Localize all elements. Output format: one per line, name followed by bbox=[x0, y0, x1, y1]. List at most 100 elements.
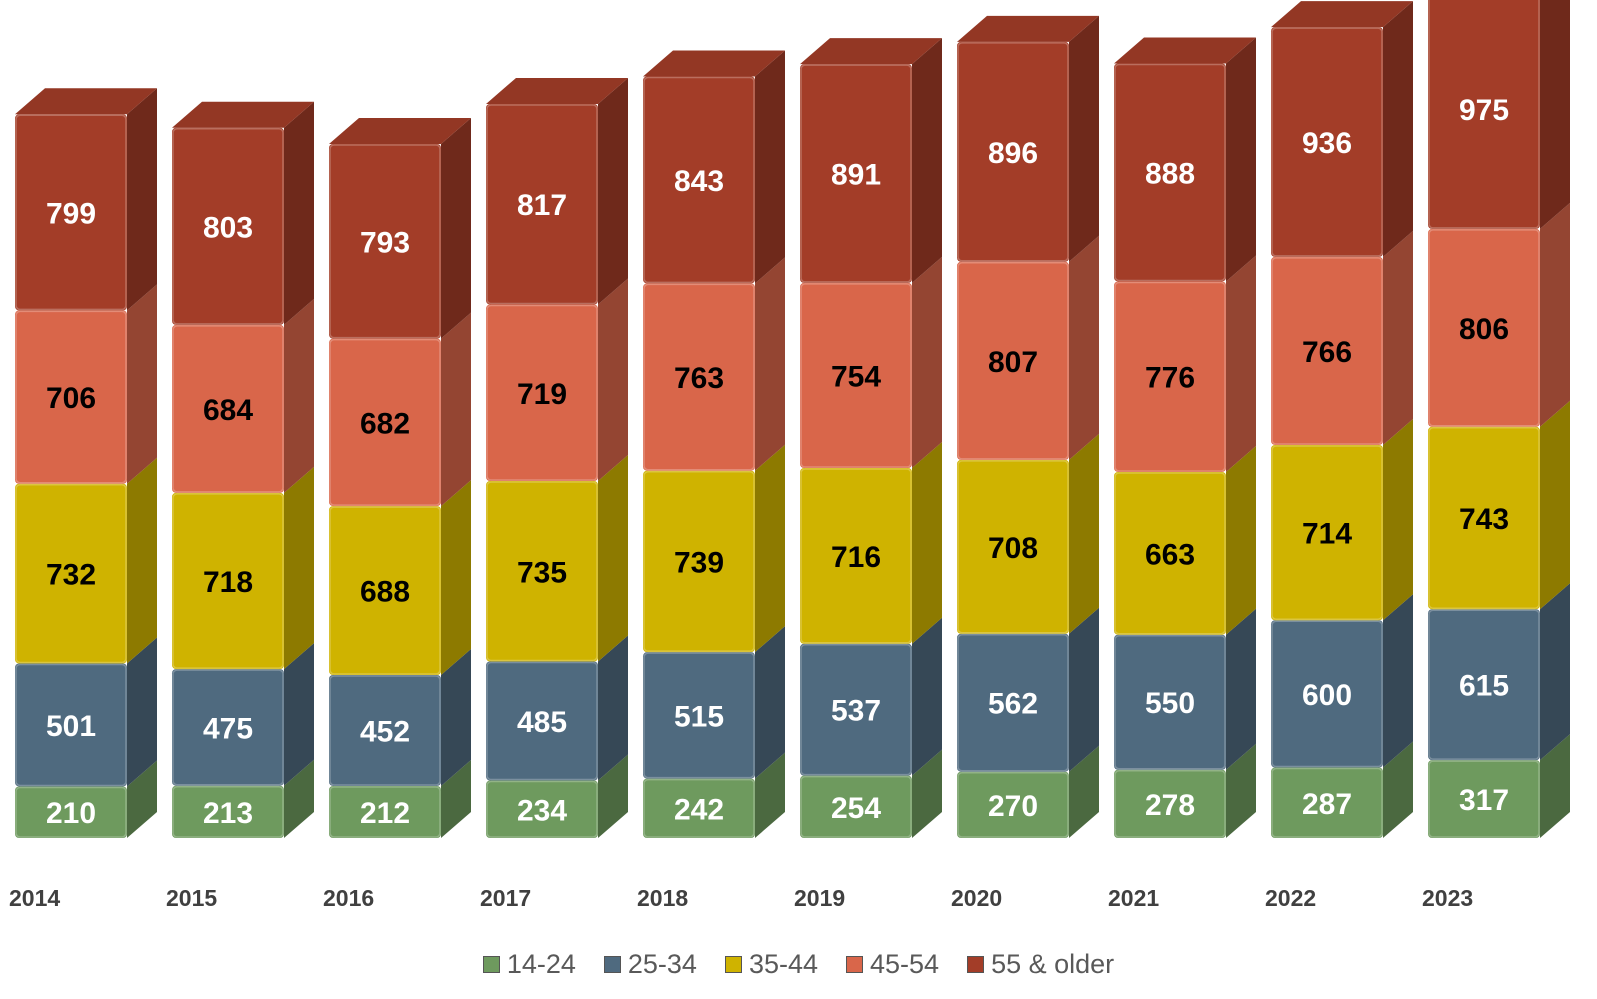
bar-2023-14-24-edge bbox=[1428, 760, 1540, 838]
bar-2020-25-34-side bbox=[1069, 607, 1099, 772]
bar-2019-25-34-edge bbox=[800, 644, 912, 776]
bar-2017-45-54-side bbox=[598, 278, 628, 482]
bar-2022-55-older-edge bbox=[1271, 27, 1383, 257]
bar-2023-25-34 bbox=[1428, 609, 1540, 761]
x-tick-label-2023: 2023 bbox=[1422, 885, 1473, 911]
bar-2017-55-older-side bbox=[598, 77, 628, 305]
bar-2014-55-older-edge bbox=[15, 114, 127, 311]
legend-label-25-34: 25-34 bbox=[627, 948, 697, 979]
bar-2022-35-44-edge bbox=[1271, 445, 1383, 620]
bar-2020-45-54-edge bbox=[957, 262, 1069, 460]
legend-swatch-35-44 bbox=[724, 955, 742, 973]
bar-2020-35-44 bbox=[957, 459, 1069, 634]
data-label-2021-45-54: 776 bbox=[1145, 362, 1195, 395]
bar-2015-35-44-edge bbox=[172, 493, 284, 669]
bar-2014-45-54-edge bbox=[15, 310, 127, 484]
legend-label-35-44: 35-44 bbox=[748, 948, 819, 979]
bar-2016-14-24-edge bbox=[329, 786, 441, 838]
data-label-2017-55-older: 817 bbox=[517, 189, 567, 222]
data-label-2014-25-34: 501 bbox=[46, 710, 96, 743]
data-label-2022-14-24: 287 bbox=[1302, 788, 1352, 821]
bar-2017-45-54 bbox=[486, 304, 598, 482]
bar-2014-25-34 bbox=[15, 663, 127, 787]
bar-2018-55-older bbox=[643, 76, 755, 284]
bar-2020-35-44-side bbox=[1069, 433, 1099, 634]
x-tick-label-2019: 2019 bbox=[794, 885, 845, 911]
x-tick-label-2021: 2021 bbox=[1108, 885, 1159, 911]
bar-2014-35-44-side bbox=[127, 457, 157, 664]
bar-2015-55-older-side bbox=[284, 101, 314, 325]
bar-2022-35-44-side bbox=[1383, 418, 1413, 621]
bar-2015-14-24 bbox=[172, 785, 284, 838]
bar-top-2022 bbox=[1271, 1, 1413, 28]
bar-2023-45-54-side bbox=[1540, 202, 1570, 427]
bar-2023-14-24-side bbox=[1540, 734, 1570, 838]
bar-stack-2021 bbox=[1114, 37, 1256, 838]
data-label-2018-25-34: 515 bbox=[674, 700, 724, 733]
data-label-2016-45-54: 682 bbox=[360, 407, 410, 440]
bar-top-2014 bbox=[15, 88, 157, 115]
data-label-2015-14-24: 213 bbox=[203, 797, 253, 830]
data-label-2020-35-44: 708 bbox=[988, 532, 1038, 565]
bar-2022-14-24-side bbox=[1383, 741, 1413, 838]
bar-2021-45-54-side bbox=[1226, 255, 1256, 472]
bar-2022-45-54-edge bbox=[1271, 257, 1383, 445]
bar-2023-45-54-edge bbox=[1428, 229, 1540, 427]
bar-2016-14-24 bbox=[329, 785, 441, 838]
bar-2018-35-44-side bbox=[755, 444, 785, 653]
bar-2019-55-older-side bbox=[912, 38, 942, 283]
bar-2018-45-54-side bbox=[755, 257, 785, 471]
bar-2023-55-older-side bbox=[1540, 0, 1570, 229]
bar-2021-45-54 bbox=[1114, 281, 1226, 472]
data-label-2017-35-44: 735 bbox=[517, 556, 567, 589]
data-label-2019-45-54: 754 bbox=[831, 360, 881, 393]
data-label-2019-35-44: 716 bbox=[831, 541, 881, 574]
bar-2014-35-44-edge bbox=[15, 483, 127, 664]
bar-2022-14-24-edge bbox=[1271, 767, 1383, 838]
bar-2016-45-54-edge bbox=[329, 338, 441, 506]
bar-2014-35-44 bbox=[15, 483, 127, 664]
bar-2018-55-older-side bbox=[755, 50, 785, 284]
bar-top-2019 bbox=[800, 38, 942, 65]
bar-2022-45-54 bbox=[1271, 256, 1383, 445]
legend-swatch-45-54 bbox=[846, 955, 864, 973]
data-label-2016-25-34: 452 bbox=[360, 715, 410, 748]
bar-2021-14-24-edge bbox=[1114, 770, 1226, 838]
legend: 14-24 25-34 35-44 45-54 55 & older bbox=[0, 946, 1597, 982]
bar-2015-25-34-side bbox=[284, 643, 314, 786]
data-label-2018-45-54: 763 bbox=[674, 362, 724, 395]
bar-2018-35-44-edge bbox=[643, 470, 755, 652]
bar-2023-14-24 bbox=[1428, 760, 1540, 838]
data-label-2018-14-24: 242 bbox=[674, 793, 724, 826]
bar-2019-25-34 bbox=[800, 643, 912, 776]
bar-2018-25-34 bbox=[643, 652, 755, 779]
data-label-2017-14-24: 234 bbox=[517, 794, 567, 827]
bar-2021-45-54-edge bbox=[1114, 281, 1226, 472]
bar-top-2021 bbox=[1114, 37, 1256, 64]
bar-2019-55-older bbox=[800, 64, 912, 283]
bar-2020-55-older-edge bbox=[957, 42, 1069, 262]
bar-2020-14-24 bbox=[957, 771, 1069, 838]
legend-item-55-older: 55 & older bbox=[967, 949, 1114, 980]
bar-2016-45-54 bbox=[329, 338, 441, 507]
bar-2015-45-54-side bbox=[284, 298, 314, 493]
data-label-2018-55-older: 843 bbox=[674, 165, 724, 198]
data-label-2015-55-older: 803 bbox=[203, 211, 253, 244]
bar-2018-14-24-side bbox=[755, 752, 785, 838]
bar-2022-35-44 bbox=[1271, 444, 1383, 621]
data-label-2019-14-24: 254 bbox=[831, 792, 881, 825]
bar-2019-45-54-side bbox=[912, 256, 942, 469]
bar-2018-45-54-edge bbox=[643, 283, 755, 471]
data-label-2021-25-34: 550 bbox=[1145, 687, 1195, 720]
bar-2017-55-older bbox=[486, 103, 598, 305]
bar-2021-25-34 bbox=[1114, 634, 1226, 770]
bar-2019-55-older-edge bbox=[800, 64, 912, 283]
bar-2019-14-24-side bbox=[912, 749, 942, 838]
bar-2023-55-older-edge bbox=[1428, 0, 1540, 229]
bar-2022-55-older bbox=[1271, 27, 1383, 257]
bar-2016-25-34-side bbox=[441, 648, 471, 786]
bar-2014-45-54-side bbox=[127, 284, 157, 484]
data-label-2017-25-34: 485 bbox=[517, 706, 567, 739]
